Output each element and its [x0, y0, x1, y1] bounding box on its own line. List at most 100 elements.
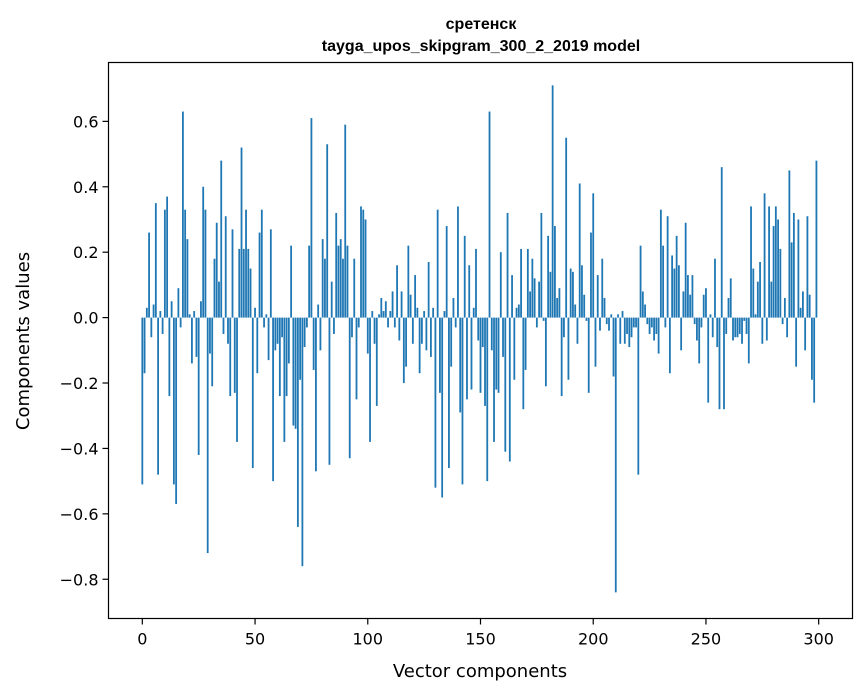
- bar-77: [315, 317, 317, 472]
- bar-103: [373, 317, 376, 344]
- bar-81: [324, 258, 326, 318]
- bar-218: [632, 317, 635, 328]
- bar-172: [529, 291, 531, 318]
- bar-126: [425, 317, 428, 351]
- bar-44: [240, 147, 243, 318]
- bar-53: [260, 209, 263, 318]
- bar-269: [747, 317, 750, 364]
- bar-224: [646, 317, 649, 325]
- bar-139: [454, 317, 457, 328]
- bar-132: [439, 317, 441, 393]
- bar-176: [538, 281, 541, 318]
- bar-252: [709, 314, 712, 318]
- bar-25: [197, 317, 200, 455]
- bar-152: [484, 317, 486, 406]
- bar-24: [195, 317, 198, 357]
- bar-17: [179, 317, 182, 328]
- bar-107: [382, 311, 385, 318]
- bar-138: [452, 297, 455, 318]
- bar-47: [247, 248, 250, 318]
- bar-8: [159, 311, 162, 318]
- bar-294: [804, 317, 807, 351]
- bar-63: [283, 317, 286, 442]
- bar-299: [815, 160, 818, 318]
- bar-221: [639, 245, 642, 318]
- bar-207: [608, 317, 610, 331]
- bar-91: [346, 245, 349, 318]
- bar-110: [389, 311, 392, 318]
- bar-76: [312, 317, 315, 370]
- bar-58: [272, 317, 274, 482]
- bars-group: [141, 85, 818, 593]
- bar-238: [678, 265, 680, 318]
- bar-220: [637, 317, 640, 475]
- bar-159: [499, 252, 502, 318]
- bar-170: [524, 317, 527, 370]
- bar-9: [161, 317, 164, 334]
- bar-45: [242, 248, 245, 318]
- bar-89: [342, 258, 344, 318]
- bar-174: [533, 278, 536, 318]
- bar-285: [783, 297, 786, 318]
- bar-106: [380, 297, 383, 318]
- bar-137: [450, 317, 453, 367]
- bar-48: [249, 268, 252, 318]
- bar-208: [610, 314, 613, 318]
- bar-163: [508, 317, 511, 462]
- y-tick-label: −0.6: [60, 505, 99, 524]
- bar-202: [596, 275, 599, 318]
- bar-84: [330, 281, 333, 318]
- bar-245: [693, 317, 696, 325]
- bar-198: [587, 317, 590, 393]
- bar-261: [729, 278, 732, 318]
- bar-239: [680, 317, 683, 351]
- bar-114: [398, 317, 401, 341]
- x-tick-label: 100: [352, 630, 383, 649]
- bar-90: [344, 124, 347, 318]
- bar-210: [614, 317, 617, 593]
- bar-194: [578, 183, 581, 318]
- bar-231: [662, 245, 665, 318]
- bar-258: [723, 317, 725, 410]
- bar-4: [150, 317, 153, 338]
- bar-136: [448, 317, 450, 469]
- bar-177: [540, 212, 543, 318]
- y-tick-label: 0.0: [73, 309, 98, 328]
- bar-30: [209, 317, 211, 354]
- bar-35: [220, 160, 223, 318]
- bar-251: [707, 317, 710, 403]
- bar-168: [520, 248, 522, 318]
- bar-0: [141, 317, 144, 485]
- bar-232: [664, 317, 667, 328]
- plot-area-frame: [107, 61, 854, 620]
- bar-259: [725, 317, 728, 334]
- bar-226: [650, 317, 653, 328]
- bar-273: [756, 281, 759, 318]
- bar-215: [626, 317, 628, 334]
- bar-61: [278, 317, 281, 397]
- bar-165: [513, 317, 516, 380]
- bar-290: [795, 317, 798, 367]
- bar-246: [696, 317, 698, 341]
- bar-50: [254, 307, 256, 318]
- bar-86: [335, 212, 338, 318]
- bar-32: [213, 258, 216, 318]
- bar-111: [391, 291, 394, 318]
- bar-203: [599, 317, 601, 331]
- bar-19: [184, 209, 187, 318]
- bar-134: [443, 311, 446, 318]
- bar-185: [558, 288, 561, 318]
- bar-46: [245, 209, 247, 318]
- bar-164: [511, 275, 513, 318]
- bar-115: [400, 291, 403, 318]
- y-tick-label: −0.2: [60, 374, 99, 393]
- bar-283: [779, 248, 782, 318]
- bar-267: [743, 317, 746, 321]
- bar-95: [355, 317, 358, 400]
- bar-52: [258, 232, 261, 318]
- y-tick-label: −0.8: [60, 570, 99, 589]
- bar-204: [601, 258, 604, 318]
- bar-161: [504, 317, 507, 452]
- bar-229: [657, 317, 660, 354]
